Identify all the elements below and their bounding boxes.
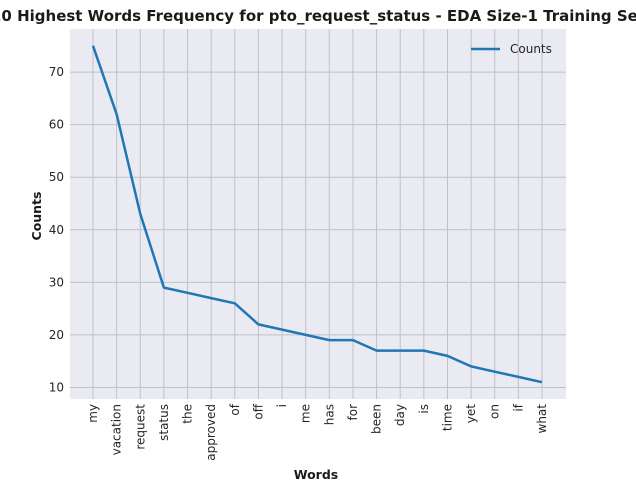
x-tick-label-if: if	[511, 403, 525, 411]
x-tick-label-time: time	[440, 404, 454, 431]
x-tick-label-my: my	[86, 404, 100, 423]
y-tick-label: 20	[49, 328, 64, 342]
legend-label: Counts	[510, 42, 552, 56]
x-tick-label-the: the	[181, 404, 195, 424]
series-line-counts	[91, 45, 543, 384]
y-tick-labels: 10 20 30 40 50 60 70	[49, 65, 64, 394]
x-tick-label-is: is	[417, 404, 431, 414]
grid-lines	[70, 29, 566, 399]
x-tick-label-off: off	[251, 403, 265, 419]
y-tick-label: 60	[49, 118, 64, 132]
y-tick-label: 10	[49, 380, 64, 394]
x-axis-label: Words	[294, 467, 338, 482]
x-tick-label-request: request	[133, 404, 147, 450]
x-tick-label-status: status	[157, 404, 171, 441]
x-tick-label-on: on	[488, 404, 502, 419]
x-tick-label-been: been	[370, 404, 384, 434]
y-tick-label: 30	[49, 275, 64, 289]
y-tick-label: 70	[49, 65, 64, 79]
x-tick-label-what: what	[535, 404, 549, 434]
y-tick-label: 40	[49, 223, 64, 237]
x-tick-label-i: i	[275, 404, 289, 407]
legend: Counts	[471, 42, 552, 56]
x-tick-label-of: of	[228, 403, 242, 415]
chart-title: 20 Highest Words Frequency for pto_reque…	[0, 7, 636, 25]
x-tick-label-has: has	[322, 404, 336, 425]
series-layer	[91, 45, 543, 384]
x-tick-label-me: me	[299, 404, 313, 423]
x-tick-labels: my vacation request status the approved of off i…	[86, 403, 549, 460]
x-tick-label-yet: yet	[464, 404, 478, 423]
y-axis-label: Counts	[29, 192, 44, 241]
x-tick-label-approved: approved	[204, 404, 218, 461]
plot-area	[70, 29, 566, 399]
x-tick-label-vacation: vacation	[110, 404, 124, 455]
x-tick-label-for: for	[346, 404, 360, 421]
y-tick-label: 50	[49, 170, 64, 184]
x-tick-label-day: day	[393, 404, 407, 426]
